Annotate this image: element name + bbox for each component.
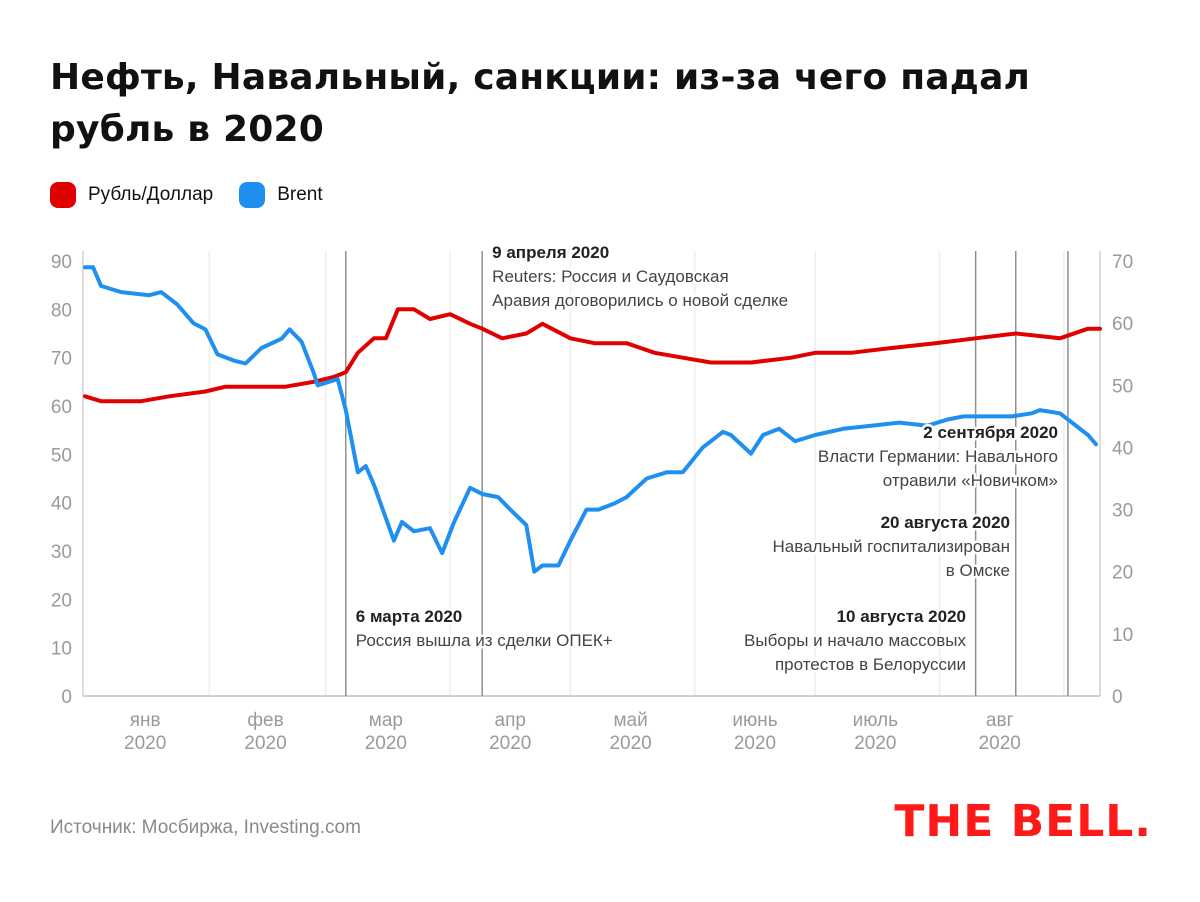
x-tick-label-month: мар bbox=[369, 710, 403, 731]
source-note: Источник: Мосбиржа, Investing.com bbox=[50, 817, 361, 838]
event-text-1: Россия вышла из сделки ОПЕК+ bbox=[356, 631, 613, 650]
left-tick-label: 70 bbox=[51, 349, 72, 370]
x-tick-label-year: 2020 bbox=[609, 733, 651, 754]
legend-swatch-brent bbox=[239, 182, 266, 208]
legend-item-brent: Brent bbox=[239, 182, 323, 208]
left-tick-label: 50 bbox=[51, 445, 72, 466]
x-tick-label-year: 2020 bbox=[979, 733, 1021, 754]
left-tick-label: 0 bbox=[61, 687, 72, 708]
x-tick-label-month: апр bbox=[495, 710, 526, 731]
line-chart: 0102030405060708090010203040506070янв202… bbox=[51, 241, 1133, 755]
event-text-2: Аравия договорились о новой сделке bbox=[492, 291, 788, 310]
right-tick-label: 20 bbox=[1112, 563, 1133, 584]
left-tick-label: 40 bbox=[51, 494, 72, 515]
event-text-5: Власти Германии: Навального bbox=[818, 447, 1058, 466]
legend-label-ruble: Рубль/Доллар bbox=[88, 184, 214, 205]
left-tick-label: 30 bbox=[51, 542, 72, 563]
x-tick-label-year: 2020 bbox=[365, 733, 407, 754]
event-title-3: 10 августа 2020 bbox=[837, 607, 966, 626]
event-text-5: отравили «Новичком» bbox=[883, 471, 1058, 490]
legend-label-brent: Brent bbox=[277, 184, 323, 205]
x-tick-label-year: 2020 bbox=[734, 733, 776, 754]
event-text-3: Выборы и начало массовых bbox=[744, 631, 966, 650]
right-tick-label: 40 bbox=[1112, 438, 1133, 459]
x-tick-label-year: 2020 bbox=[489, 733, 531, 754]
event-title-4: 20 августа 2020 bbox=[881, 513, 1010, 532]
left-tick-label: 10 bbox=[51, 639, 72, 660]
x-tick-label-month: янв bbox=[130, 710, 161, 731]
legend-swatch-ruble bbox=[50, 182, 76, 208]
x-tick-label-month: июнь bbox=[732, 710, 777, 731]
logo-dot: . bbox=[1134, 796, 1152, 847]
chart-title: Нефть, Навальный, санкции: из-за чего па… bbox=[50, 57, 1031, 150]
right-tick-label: 60 bbox=[1112, 314, 1133, 335]
event-title-2: 9 апреля 2020 bbox=[492, 243, 609, 262]
event-title-1: 6 марта 2020 bbox=[356, 607, 462, 626]
event-text-2: Reuters: Россия и Саудовская bbox=[492, 267, 729, 286]
chart-legend: Рубль/Доллар Brent bbox=[50, 178, 323, 212]
x-tick-label-month: фев bbox=[247, 710, 283, 731]
left-tick-label: 80 bbox=[51, 300, 72, 321]
x-tick-label-year: 2020 bbox=[854, 733, 896, 754]
legend-item-ruble: Рубль/Доллар bbox=[50, 182, 213, 208]
right-tick-label: 10 bbox=[1112, 625, 1133, 646]
x-tick-label-month: авг bbox=[986, 710, 1014, 731]
x-tick-label-year: 2020 bbox=[124, 733, 166, 754]
the-bell-logo: THE BELL. bbox=[894, 796, 1152, 847]
event-text-4: в Омске bbox=[946, 561, 1010, 580]
event-text-3: протестов в Белоруссии bbox=[775, 655, 966, 674]
series-line-ruble bbox=[83, 307, 1102, 404]
left-tick-label: 60 bbox=[51, 397, 72, 418]
right-tick-label: 50 bbox=[1112, 376, 1133, 397]
series-line-brent bbox=[83, 265, 1098, 574]
left-tick-label: 90 bbox=[51, 252, 72, 273]
right-tick-label: 70 bbox=[1112, 252, 1133, 273]
x-tick-label-year: 2020 bbox=[244, 733, 286, 754]
logo-text: THE BELL bbox=[894, 796, 1135, 847]
event-text-4: Навальный госпитализирован bbox=[773, 537, 1010, 556]
event-title-5: 2 сентября 2020 bbox=[923, 423, 1058, 442]
x-tick-label-month: май bbox=[613, 710, 647, 731]
left-tick-label: 20 bbox=[51, 590, 72, 611]
right-tick-label: 0 bbox=[1112, 687, 1123, 708]
right-tick-label: 30 bbox=[1112, 501, 1133, 522]
x-tick-label-month: июль bbox=[853, 710, 899, 731]
